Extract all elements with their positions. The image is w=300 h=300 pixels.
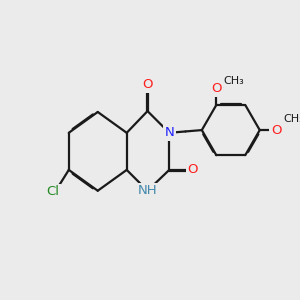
Text: O: O [142, 78, 153, 91]
Text: CH₃: CH₃ [224, 76, 244, 85]
Text: O: O [188, 164, 198, 176]
Text: O: O [271, 124, 281, 136]
Text: N: N [164, 126, 174, 139]
Text: O: O [211, 82, 222, 95]
Text: NH: NH [138, 184, 157, 197]
Text: CH₃: CH₃ [283, 114, 300, 124]
Text: Cl: Cl [46, 185, 59, 198]
